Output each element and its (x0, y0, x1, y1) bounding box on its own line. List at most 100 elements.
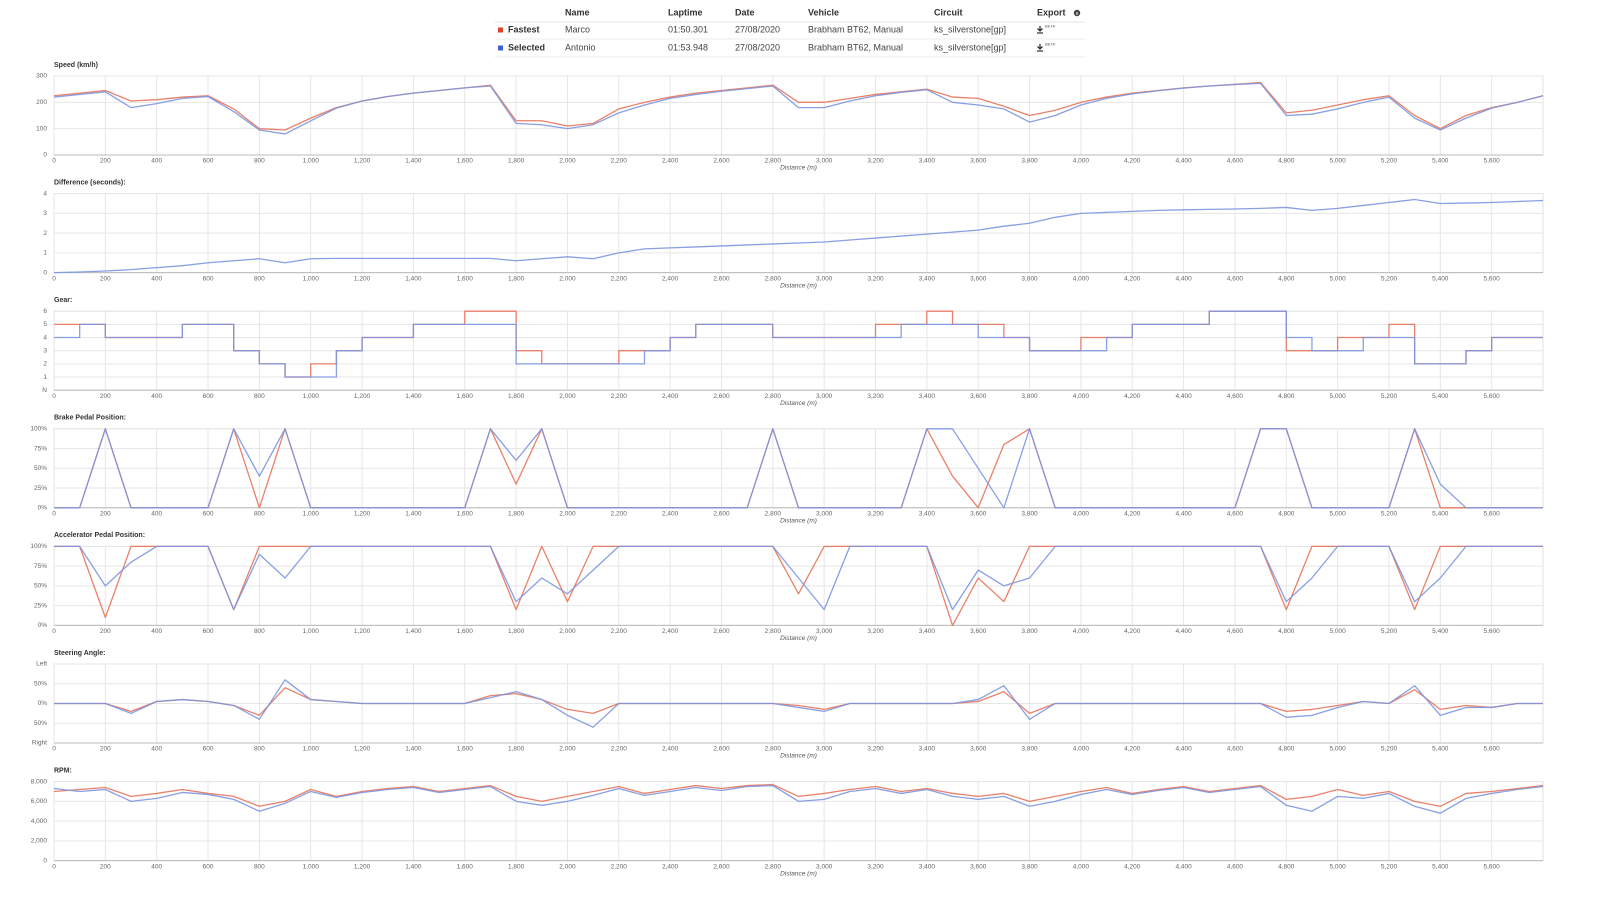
x-tick-label: 1,000 (303, 393, 320, 400)
x-tick-label: 1,800 (508, 511, 525, 518)
x-tick-label: 5,400 (1432, 158, 1449, 165)
x-tick-label: 3,200 (867, 511, 884, 518)
x-tick-label: 3,800 (1021, 511, 1038, 518)
x-tick-label: 1,200 (354, 511, 371, 518)
x-tick-label: 2,200 (611, 863, 628, 870)
x-tick-label: 600 (203, 863, 214, 870)
x-tick-label: 5,200 (1381, 628, 1398, 635)
table-cell: Brabham BT62, Manual (808, 42, 903, 52)
x-tick-label: 1,600 (457, 275, 474, 282)
x-axis-label: Distance (m) (780, 282, 817, 289)
y-tick-label: 25% (34, 485, 47, 492)
y-tick-label: Right (32, 740, 47, 747)
data-line (54, 679, 1543, 728)
x-tick-label: 4,400 (1175, 393, 1192, 400)
x-tick-label: 400 (151, 628, 162, 635)
x-tick-label: 3,000 (816, 393, 833, 400)
x-tick-label: 3,400 (919, 393, 936, 400)
x-tick-label: 5,600 (1484, 393, 1501, 400)
beta-tag: BETA (1045, 42, 1055, 47)
data-line (53, 198, 1544, 274)
data-line (54, 545, 1543, 627)
x-tick-label: 4,200 (1124, 275, 1141, 282)
y-tick-label: 3 (43, 210, 47, 217)
x-tick-label: 3,400 (919, 158, 936, 165)
x-tick-label: 600 (203, 275, 214, 282)
x-tick-label: 3,400 (919, 275, 936, 282)
data-line (54, 687, 1543, 716)
table-header: Vehicle (808, 7, 839, 17)
x-tick-label: 2,000 (559, 863, 576, 870)
data-line (53, 784, 1544, 814)
x-tick-label: 3,000 (816, 746, 833, 753)
x-tick-label: 200 (100, 393, 111, 400)
x-tick-label: 1,400 (405, 863, 422, 870)
x-tick-label: 0 (52, 746, 56, 753)
y-tick-label: 6 (43, 308, 47, 315)
export-button[interactable]: BETA (1037, 42, 1055, 52)
x-tick-label: 3,600 (970, 511, 987, 518)
x-tick-label: 1,200 (354, 746, 371, 753)
y-tick-label: 2,000 (31, 838, 48, 845)
x-tick-label: 2,400 (662, 746, 679, 753)
x-tick-label: 1,000 (303, 275, 320, 282)
x-tick-label: 4,000 (1073, 863, 1090, 870)
x-tick-label: 5,000 (1329, 158, 1346, 165)
x-tick-label: 5,200 (1381, 393, 1398, 400)
x-tick-label: 1,800 (508, 863, 525, 870)
download-icon (1037, 26, 1043, 34)
x-tick-label: 5,200 (1381, 275, 1398, 282)
x-tick-label: 3,000 (816, 511, 833, 518)
x-tick-label: 2,600 (713, 746, 730, 753)
y-tick-label: 75% (34, 563, 47, 570)
x-tick-label: 200 (100, 158, 111, 165)
x-tick-label: 2,800 (765, 628, 782, 635)
x-tick-label: 1,400 (405, 158, 422, 165)
x-tick-label: 3,800 (1021, 863, 1038, 870)
chart-title: Brake Pedal Position: (54, 415, 126, 422)
x-tick-label: 2,800 (765, 393, 782, 400)
x-tick-label: 600 (203, 393, 214, 400)
export-button[interactable]: BETA (1037, 24, 1055, 34)
x-tick-label: 2,200 (611, 275, 628, 282)
x-tick-label: 4,600 (1227, 863, 1244, 870)
x-tick-label: 5,600 (1484, 628, 1501, 635)
x-tick-label: 800 (254, 746, 265, 753)
table-cell: ks_silverstone[gp] (934, 24, 1006, 34)
x-tick-label: 4,800 (1278, 393, 1295, 400)
table-header: Circuit (934, 7, 963, 17)
x-tick-label: 5,000 (1329, 628, 1346, 635)
chart-title: Gear: (54, 297, 72, 304)
x-tick-label: 4,800 (1278, 746, 1295, 753)
x-tick-label: 4,600 (1227, 746, 1244, 753)
x-tick-label: 4,600 (1227, 275, 1244, 282)
table-cell: Antonio (565, 42, 596, 52)
x-tick-label: 4,800 (1278, 863, 1295, 870)
x-tick-label: 200 (100, 628, 111, 635)
x-tick-label: 800 (254, 511, 265, 518)
x-tick-label: 4,000 (1073, 511, 1090, 518)
x-tick-label: 200 (100, 863, 111, 870)
x-axis-label: Distance (m) (780, 165, 817, 172)
x-tick-label: 3,600 (970, 275, 987, 282)
x-tick-label: 2,800 (765, 511, 782, 518)
table-header: Date (735, 7, 755, 17)
x-tick-label: 3,600 (970, 158, 987, 165)
x-tick-label: 4,200 (1124, 863, 1141, 870)
beta-tag: BETA (1045, 24, 1055, 29)
x-tick-label: 200 (100, 511, 111, 518)
x-tick-label: 3,200 (867, 275, 884, 282)
data-line (53, 82, 1544, 135)
x-tick-label: 4,400 (1175, 863, 1192, 870)
x-tick-label: 3,000 (816, 158, 833, 165)
x-tick-label: 2,200 (611, 393, 628, 400)
x-tick-label: 800 (254, 275, 265, 282)
x-tick-label: 400 (151, 511, 162, 518)
y-tick-label: 50% (34, 465, 47, 472)
table-cell: ks_silverstone[gp] (934, 42, 1006, 52)
legend-swatch (498, 45, 503, 51)
x-tick-label: 1,800 (508, 158, 525, 165)
y-tick-label: 4,000 (31, 818, 48, 825)
x-tick-label: 3,600 (970, 393, 987, 400)
x-tick-label: 4,000 (1073, 628, 1090, 635)
